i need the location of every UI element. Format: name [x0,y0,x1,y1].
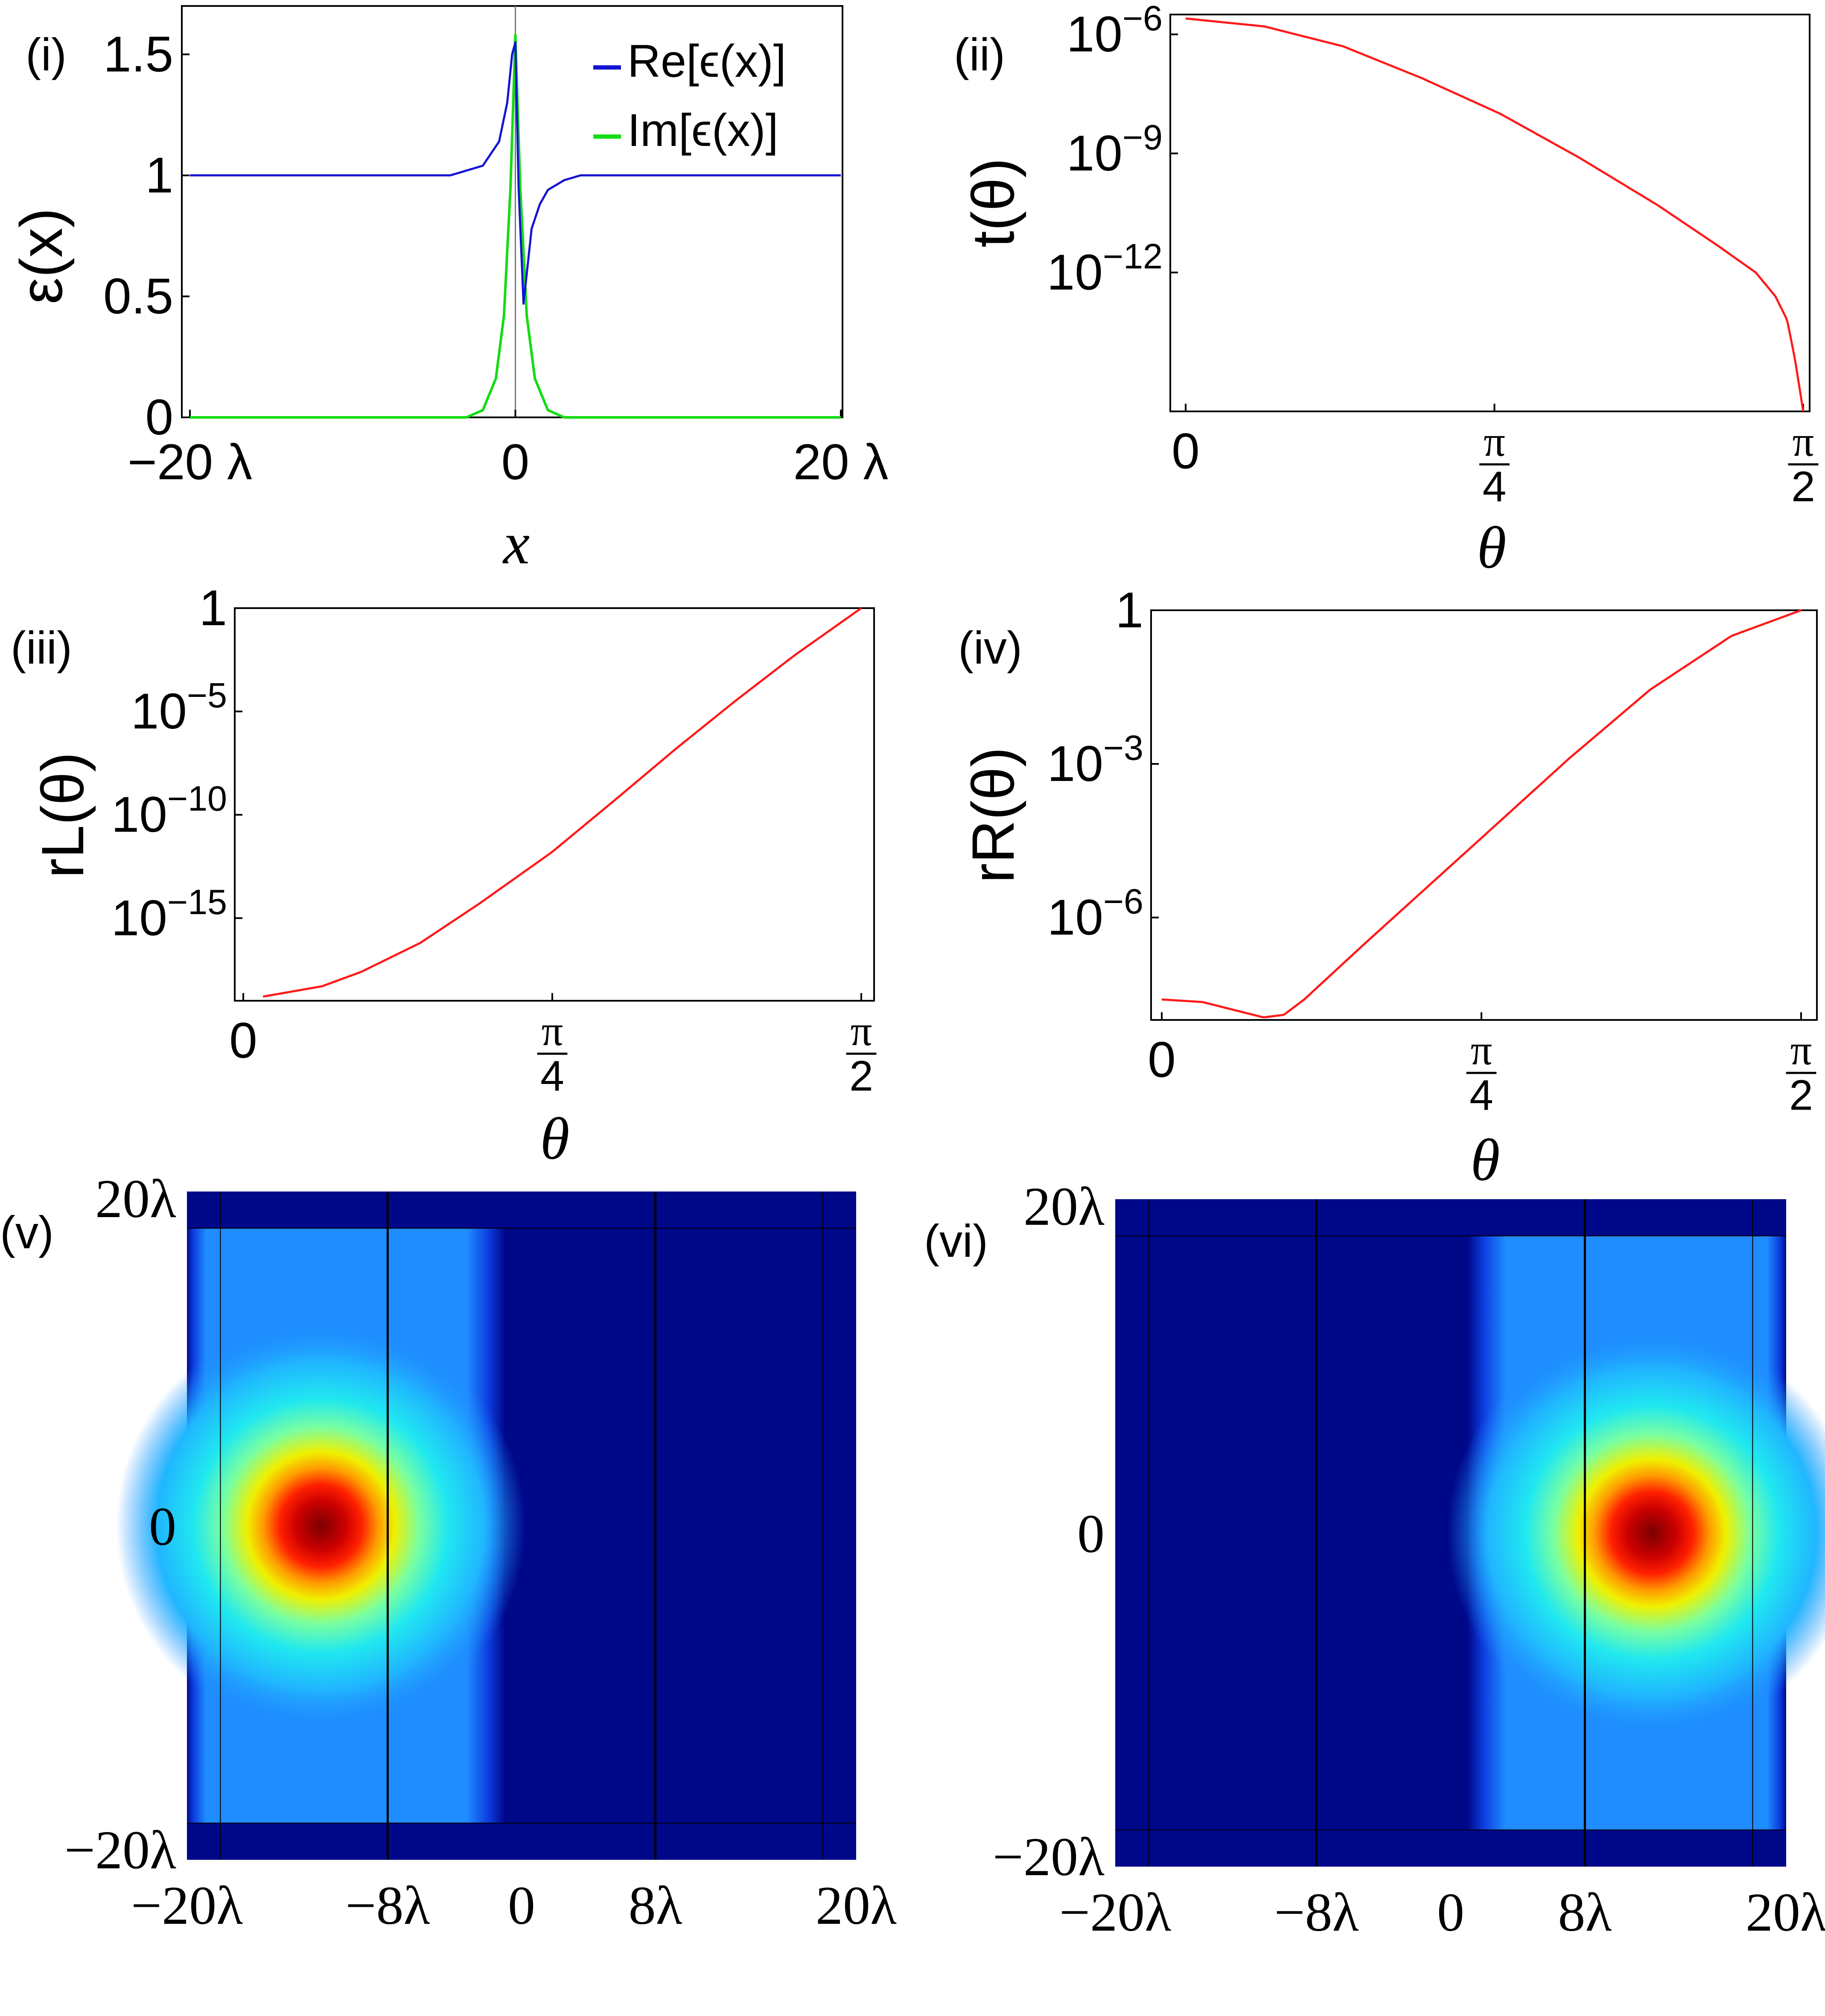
y-tick-label: 10−5 [131,676,227,740]
y-tick-label: −20λ [993,1827,1105,1887]
legend-label-im: Im[ϵ(x)] [627,104,778,156]
panel-i: (i) 00.511.5−20 λ 0 20 λ ε(x) x Re[ϵ(x)] I… [8,5,889,577]
y-tick-label: 1 [145,147,173,204]
x-tick-label-den: 2 [1789,1071,1813,1119]
y-tick-label: 10−6 [1067,0,1163,63]
x-tick-label: 8λ [629,1875,682,1936]
intensity-peak [116,1321,526,1730]
x-tick-label: −20λ [131,1875,243,1936]
x-tick-label: 0 [1437,1882,1464,1943]
y-tick-label: 20λ [95,1168,176,1229]
panel-label: (v) [0,1206,54,1258]
y-axis-label: rR(θ) [959,747,1026,883]
plot-area: 00.511.5−20 λ 0 20 λ [103,6,889,490]
plot-frame [181,5,843,418]
y-tick-label: 10−3 [1047,728,1143,792]
x-tick-label: −20 λ [128,434,252,490]
x-tick-label-den: 4 [1483,463,1507,510]
y-tick-label: 1.5 [103,26,173,82]
legend: Re[ϵ(x)] Im[ϵ(x)] [593,35,786,156]
y-tick-label: 10−12 [1047,236,1163,301]
panel-label: (ii) [954,29,1005,80]
x-tick-label-num: π [1793,418,1814,465]
x-axis-label: θ [540,1106,570,1172]
y-tick-label: 10−6 [1047,881,1143,946]
series-line [262,607,862,998]
series-line [1185,17,1805,412]
y-tick-label: 20λ [1023,1176,1105,1237]
y-axis-label: rL(θ) [29,752,96,878]
panel-v: (v) −20λ −8λ 0 8λ 20λ 20λ 0 −20λ [0,1168,897,1936]
y-tick-label: 0 [149,1496,176,1557]
y-tick-label: 0 [145,389,173,446]
plot-frame [1150,609,1818,1021]
x-tick-label-den: 2 [849,1052,873,1100]
x-tick-label-num: π [1471,1026,1493,1074]
x-tick-label: 20λ [1746,1882,1825,1943]
series-line [1161,609,1802,1019]
x-tick-label-num: π [851,1007,872,1055]
x-tick-label: 0 [1172,423,1200,480]
y-tick-label: 0 [1077,1503,1105,1564]
panel-label: (i) [26,29,67,80]
panel-vi: (vi) −20λ −8λ 0 8λ 20λ 20λ 0 −20λ [924,1176,1825,1943]
panel-label: (iv) [958,622,1022,673]
y-tick-label: 1 [199,580,227,636]
y-tick-label: 0.5 [103,268,173,324]
x-tick-label-den: 2 [1791,463,1815,510]
x-tick-label: 20λ [816,1875,897,1936]
intensity-peak [1447,1328,1825,1738]
panel-label: (iii) [11,622,72,673]
heatmap: −20λ −8λ 0 8λ 20λ 20λ 0 −20λ [64,1168,897,1936]
x-tick-label-num: π [1484,418,1505,465]
heatmap: −20λ −8λ 0 8λ 20λ 20λ 0 −20λ [993,1176,1825,1943]
x-tick-label: 8λ [1558,1882,1612,1943]
x-tick-label: −8λ [1274,1882,1359,1943]
x-tick-label-den: 4 [1469,1071,1493,1119]
x-tick-label: 0 [1148,1032,1176,1088]
x-tick-label: 0 [501,434,530,490]
y-tick-label: 10−10 [111,779,227,843]
y-axis-label: ε(x) [8,208,75,304]
x-tick-label-den: 4 [540,1052,564,1100]
x-axis-label: x [502,510,530,577]
x-tick-label: 20 λ [793,434,888,490]
x-tick-label-num: π [1790,1026,1812,1074]
x-axis-label: θ [1477,515,1507,581]
y-tick-label: 10−9 [1067,117,1163,182]
x-tick-label: 0 [508,1875,535,1936]
legend-label-re: Re[ϵ(x)] [627,35,786,87]
panel-label: (vi) [924,1215,988,1267]
y-tick-label: 1 [1115,582,1143,638]
series-line-im [190,34,841,419]
x-tick-label: −20λ [1059,1882,1171,1943]
x-tick-label-num: π [542,1007,563,1055]
x-tick-label: −8λ [345,1875,430,1936]
y-tick-label: −20λ [64,1820,176,1880]
y-axis-label: t(θ) [959,158,1026,248]
plot-frame [234,607,875,1002]
x-axis-label: θ [1471,1127,1500,1193]
y-tick-label: 10−15 [111,882,227,947]
x-tick-label: 0 [229,1013,257,1069]
plot-frame [1169,14,1810,412]
series-line-re [190,41,841,305]
